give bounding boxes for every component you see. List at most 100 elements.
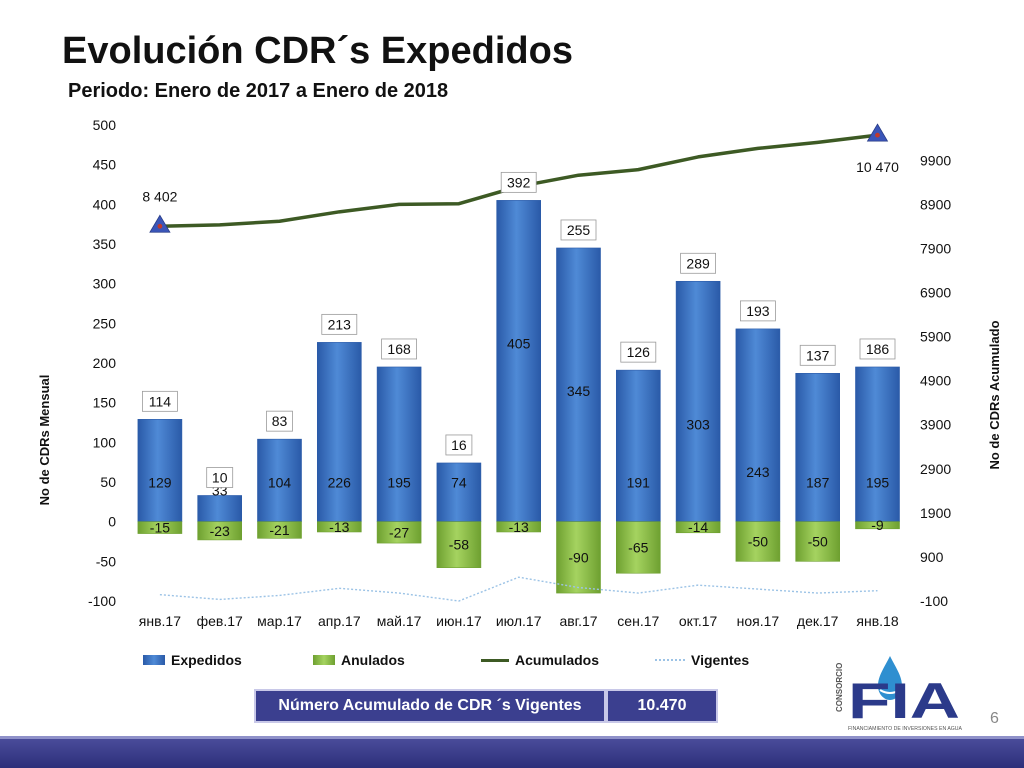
bar-value-label: 226 xyxy=(328,475,352,491)
bar-value-label: -13 xyxy=(329,519,349,535)
bar-expedidos xyxy=(316,342,362,522)
net-label-box xyxy=(206,467,234,488)
x-tick-label: мар.17 xyxy=(257,613,302,629)
bar-expedidos xyxy=(795,373,841,522)
y2-tick-label: 4900 xyxy=(920,373,951,389)
y-tick-label: -50 xyxy=(96,553,116,569)
y2-tick-label: -100 xyxy=(920,593,948,609)
footer-bar xyxy=(0,736,1024,768)
bar-value-label: -50 xyxy=(808,534,828,550)
bar-anulados xyxy=(735,521,781,562)
bar-line-chart: 500450400350300250200150100500-50-100990… xyxy=(37,117,1002,629)
y2-axis-title: No de CDRs Acumulado xyxy=(987,320,1002,469)
net-value-label: 126 xyxy=(627,344,651,360)
bar-value-label: -13 xyxy=(509,519,529,535)
bar-value-label: -58 xyxy=(449,537,469,553)
logo-fia: CONSORCIO FIA FINANCIAMIENTO DE INVERSIO… xyxy=(835,656,963,732)
legend-expedidos: Expedidos xyxy=(143,652,242,668)
net-label-box xyxy=(680,252,716,274)
water-drop-icon xyxy=(878,656,902,700)
net-label-box xyxy=(500,171,537,193)
legend-vigentes: Vigentes xyxy=(655,652,749,668)
bar-value-label: 303 xyxy=(686,416,710,432)
bar-anulados xyxy=(376,521,422,544)
point-marker xyxy=(866,123,889,142)
x-tick-label: май.17 xyxy=(377,613,422,629)
net-label-box xyxy=(740,300,776,322)
x-tick-label: апр.17 xyxy=(318,613,361,629)
net-value-label: 16 xyxy=(451,437,467,453)
y-tick-label: 150 xyxy=(93,395,117,411)
net-label-box xyxy=(445,434,473,456)
bar-value-label: 74 xyxy=(451,475,467,491)
bar-anulados xyxy=(855,521,900,530)
bar-anulados xyxy=(316,521,362,533)
page-title: Evolución CDR´s Expedidos xyxy=(62,30,573,72)
bar-expedidos xyxy=(855,366,900,522)
bar-value-label: -27 xyxy=(389,524,409,540)
legend-swatch-vigentes xyxy=(655,659,685,661)
bar-expedidos xyxy=(436,462,482,522)
net-value-label: 289 xyxy=(686,255,710,271)
bar-anulados xyxy=(556,521,601,594)
legend-anulados: Anulados xyxy=(313,652,405,668)
y2-tick-label: 900 xyxy=(920,549,944,565)
net-label-box xyxy=(620,341,657,363)
net-value-label: 114 xyxy=(149,393,172,409)
bar-expedidos xyxy=(197,495,242,522)
bar-expedidos xyxy=(735,328,781,522)
y2-tick-label: 3900 xyxy=(920,417,951,433)
page-subtitle: Periodo: Enero de 2017 a Enero de 2018 xyxy=(68,80,449,102)
bar-anulados xyxy=(675,521,721,534)
summary-box: Número Acumulado de CDR ´s Vigentes 10.4… xyxy=(254,689,718,723)
net-label-box xyxy=(141,390,178,412)
net-label-box xyxy=(859,338,896,360)
y-tick-label: 450 xyxy=(93,157,117,173)
bar-expedidos xyxy=(137,419,183,522)
legend-label: Vigentes xyxy=(691,652,750,668)
legend-swatch-anulados xyxy=(313,655,335,665)
y2-tick-label: 9900 xyxy=(920,152,951,168)
y-tick-label: 250 xyxy=(93,315,117,331)
net-label-box xyxy=(560,219,597,241)
bar-expedidos xyxy=(615,369,661,522)
x-tick-label: сен.17 xyxy=(617,613,659,629)
x-tick-label: янв.17 xyxy=(139,613,181,629)
y-tick-label: 50 xyxy=(100,474,116,490)
y-tick-label: 350 xyxy=(93,236,117,252)
net-label-box xyxy=(321,313,358,335)
x-tick-label: июл.17 xyxy=(496,613,542,629)
net-value-label: 186 xyxy=(866,341,890,357)
y-tick-label: 500 xyxy=(93,117,117,133)
bar-value-label: 243 xyxy=(746,464,770,480)
logo-side-text: CONSORCIO xyxy=(835,663,844,712)
page-number: 6 xyxy=(990,710,999,727)
net-value-label: 392 xyxy=(507,174,531,190)
bar-value-label: -50 xyxy=(748,534,768,550)
bar-value-label: 195 xyxy=(866,475,890,491)
point-marker xyxy=(149,214,171,233)
chart-legend: Expedidos Anulados Acumulados Vigentes xyxy=(143,652,843,672)
bar-value-label: -90 xyxy=(568,549,588,565)
bar-value-label: 195 xyxy=(387,475,411,491)
legend-swatch-expedidos xyxy=(143,655,165,665)
bar-expedidos xyxy=(376,366,422,522)
y-tick-label: 300 xyxy=(93,276,117,292)
summary-value: 10.470 xyxy=(606,689,718,723)
y-tick-label: 400 xyxy=(93,196,117,212)
bar-anulados xyxy=(436,521,482,568)
y2-tick-label: 7900 xyxy=(920,240,951,256)
x-tick-label: ноя.17 xyxy=(737,613,780,629)
bar-value-label: 191 xyxy=(627,475,651,491)
net-value-label: 10 xyxy=(212,469,228,485)
x-tick-label: авг.17 xyxy=(559,613,597,629)
x-tick-label: янв.18 xyxy=(856,613,898,629)
x-tick-label: дек.17 xyxy=(797,613,839,629)
bar-expedidos xyxy=(257,438,302,522)
logo-tagline: FINANCIAMIENTO DE INVERSIONES EN AGUA xyxy=(848,726,963,732)
y-axis-title: No de CDRs Mensual xyxy=(37,375,52,506)
y2-tick-label: 8900 xyxy=(920,196,951,212)
x-tick-label: фев.17 xyxy=(197,613,243,629)
y2-tick-label: 1900 xyxy=(920,505,951,521)
bar-value-label: 104 xyxy=(268,475,292,491)
